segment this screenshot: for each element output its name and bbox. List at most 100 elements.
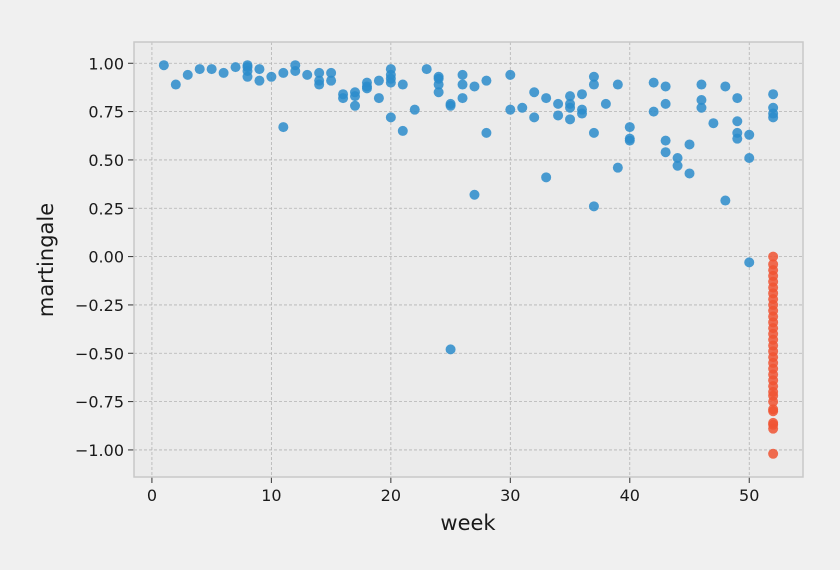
y-tick-label: −1.00 [75,441,124,460]
data-point-series-1 [588,71,599,82]
y-tick-label: −0.25 [75,296,124,315]
data-point-series-1 [648,77,659,88]
data-point-series-1 [481,75,492,86]
data-point-series-1 [206,64,217,75]
data-point-series-1 [541,172,552,183]
data-point-series-1 [720,81,731,92]
data-point-series-1 [588,79,599,90]
x-tick-label: 0 [147,486,157,505]
data-point-series-1 [696,102,707,113]
data-point-series-1 [660,147,671,158]
data-point-series-1 [158,60,169,71]
data-point-series-1 [744,153,755,163]
data-points [158,60,779,459]
x-tick-labels: 0 10 20 30 40 50 [147,486,760,505]
data-point-series-1 [708,118,719,129]
data-point-series-1 [266,71,277,82]
data-point-series-1 [445,344,456,355]
data-point-series-1 [684,139,695,150]
data-point-series-1 [469,81,480,92]
data-point-series-1 [612,162,623,173]
data-point-series-1 [576,108,587,119]
data-point-series-1 [624,135,635,146]
data-point-series-1 [529,87,540,98]
data-point-series-1 [481,127,492,138]
data-point-series-2 [768,406,779,417]
data-point-series-1 [373,75,384,86]
data-point-series-1 [278,67,289,78]
y-tick-label: −0.75 [75,393,124,412]
data-point-series-1 [744,129,755,140]
data-point-series-1 [290,66,301,76]
data-point-series-1 [660,81,671,92]
data-point-series-1 [684,168,695,179]
data-point-series-1 [768,112,779,123]
data-point-series-1 [660,135,671,146]
data-point-series-1 [588,127,599,138]
y-axis-label: martingale [34,203,58,317]
data-point-series-1 [338,93,349,104]
data-point-series-1 [457,93,468,104]
data-point-series-1 [397,79,408,90]
y-tick-label: 0.25 [88,199,124,218]
x-axis-label: week [440,511,496,535]
data-point-series-1 [457,69,468,80]
data-point-series-1 [385,112,396,123]
y-tick-labels: 1.00 0.75 0.50 0.25 0.00 −0.25 −0.50 −0.75 −1.00 [75,54,124,460]
x-tick-label: 10 [261,486,281,505]
data-point-series-1 [397,125,408,136]
data-point-series-1 [732,133,743,144]
data-point-series-1 [242,62,253,73]
data-point-series-1 [696,95,707,105]
data-point-series-1 [553,98,564,109]
data-point-series-1 [648,106,659,117]
x-tick-label: 50 [739,486,759,505]
data-point-series-1 [182,69,193,80]
data-point-series-1 [732,116,743,127]
data-point-series-1 [565,91,576,102]
grid-lines [134,42,803,477]
data-point-series-1 [278,122,289,133]
y-tick-label: −0.50 [75,344,124,363]
data-point-series-1 [170,79,181,90]
data-point-series-1 [326,67,337,78]
data-point-series-1 [469,189,480,200]
data-point-series-1 [505,104,516,115]
data-point-series-1 [326,75,337,86]
data-point-series-1 [314,67,325,78]
data-point-series-1 [576,89,587,100]
data-point-series-2 [768,251,779,262]
data-point-series-1 [565,102,576,113]
data-point-series-2 [768,448,779,459]
data-point-series-1 [242,71,253,82]
data-point-series-1 [445,100,456,111]
data-point-series-1 [302,69,313,80]
data-point-series-1 [612,79,623,90]
axis-ticks [128,62,750,483]
data-point-series-1 [529,112,540,123]
data-point-series-1 [314,79,325,90]
data-point-series-1 [350,100,361,111]
data-point-series-1 [218,67,229,78]
data-point-series-1 [517,102,528,113]
data-point-series-1 [433,79,444,90]
data-point-series-1 [732,93,743,104]
data-point-series-1 [768,89,779,100]
data-point-series-1 [660,98,671,109]
x-tick-label: 30 [500,486,520,505]
data-point-series-1 [194,64,205,75]
data-point-series-1 [385,77,396,88]
data-point-series-1 [672,153,683,163]
data-point-series-1 [433,87,444,98]
data-point-series-1 [720,195,731,206]
y-tick-label: 0.50 [88,151,124,170]
data-point-series-1 [672,160,683,171]
data-point-series-1 [373,93,384,104]
y-tick-label: 0.00 [88,248,124,267]
plot-area [134,42,803,477]
data-point-series-2 [768,396,779,407]
y-tick-label: 1.00 [88,54,124,73]
data-point-series-1 [541,93,552,104]
data-point-series-1 [505,69,516,80]
